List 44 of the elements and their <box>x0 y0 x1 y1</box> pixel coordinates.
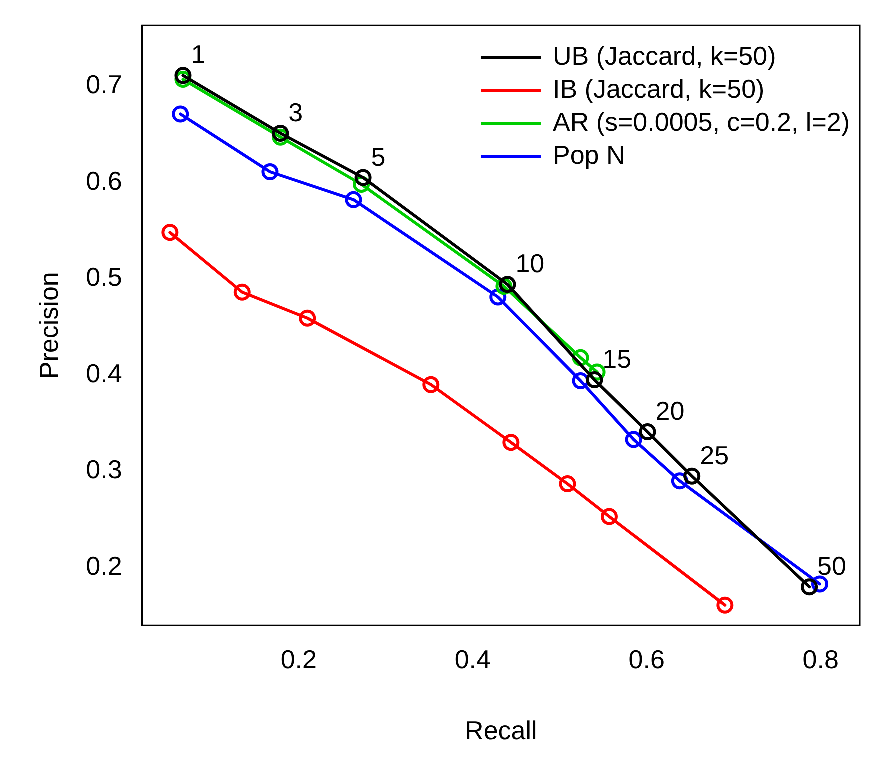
x-tick-label: 0.4 <box>454 644 491 674</box>
point <box>559 476 576 493</box>
y-tick-label: 0.6 <box>86 166 122 196</box>
x-tick-label: 0.8 <box>802 644 839 674</box>
annotation: 5 <box>371 142 386 172</box>
point <box>162 224 179 242</box>
point <box>422 376 440 394</box>
y-tick-label: 0.2 <box>86 550 122 581</box>
annotation: 1 <box>191 40 206 70</box>
point <box>172 106 190 123</box>
point <box>684 468 701 485</box>
y-tick-label: 0.7 <box>86 69 122 100</box>
point <box>272 124 290 142</box>
point <box>801 578 818 596</box>
point <box>354 169 372 186</box>
x-tick-label: 0.2 <box>280 644 317 674</box>
point <box>345 191 362 208</box>
legend-label: AR (s=0.0005, c=0.2, l=2) <box>552 106 850 137</box>
point <box>174 67 192 84</box>
point <box>639 424 656 441</box>
x-tick-label: 0.6 <box>628 644 665 674</box>
point <box>262 163 279 180</box>
annotation: 3 <box>288 97 304 128</box>
y-tick-label: 0.4 <box>86 358 122 388</box>
point <box>299 310 316 327</box>
point <box>234 284 251 301</box>
point <box>586 372 604 389</box>
annotation: 25 <box>700 440 730 470</box>
annotation: 50 <box>818 551 846 582</box>
legend-label: Pop N <box>552 140 626 170</box>
point <box>502 434 520 452</box>
y-axis-title: Precision <box>34 272 64 380</box>
x-axis-title: Recall <box>465 716 538 746</box>
annotation: 10 <box>516 248 545 279</box>
y-tick-label: 0.5 <box>86 262 122 292</box>
legend-label: UB (Jaccard, k=50) <box>552 40 776 71</box>
point <box>600 508 618 526</box>
point <box>499 276 516 294</box>
legend-label: IB (Jaccard, k=50) <box>552 74 765 104</box>
point <box>716 596 734 614</box>
point <box>625 431 642 448</box>
annotation: 15 <box>602 344 632 374</box>
y-tick-label: 0.3 <box>86 454 122 485</box>
annotation: 20 <box>656 396 685 426</box>
